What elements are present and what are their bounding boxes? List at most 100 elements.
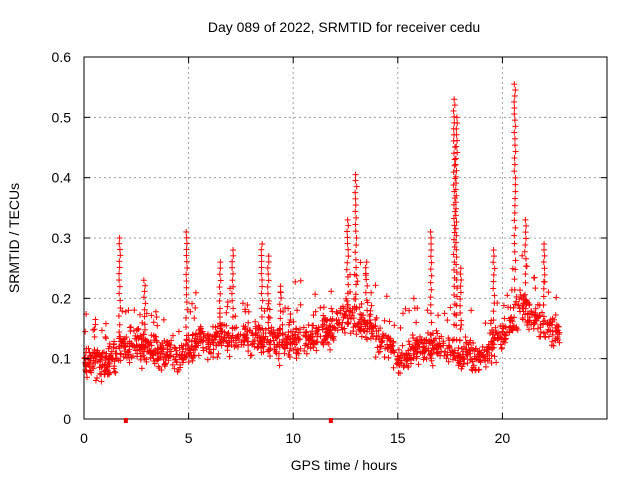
- data-point: [501, 315, 508, 322]
- data-point: [483, 348, 490, 355]
- data-point: [153, 314, 160, 321]
- data-point: [419, 350, 426, 357]
- data-point: [511, 155, 518, 162]
- data-point: [116, 258, 123, 265]
- data-point: [522, 229, 529, 236]
- data-point: [232, 334, 239, 341]
- data-point: [522, 235, 529, 242]
- x-tick-label: 20: [495, 430, 511, 446]
- data-point: [116, 270, 123, 277]
- data-point: [285, 329, 292, 336]
- data-point: [511, 240, 518, 247]
- data-point: [452, 225, 459, 232]
- data-point: [375, 349, 382, 356]
- data-point: [216, 284, 223, 291]
- data-point: [183, 258, 190, 265]
- axis-ticks: 0 0.1 0.2 0.3 0.4 0.5 0.6 0 5 10 15 20: [52, 49, 607, 446]
- data-point: [415, 361, 422, 368]
- data-point: [505, 304, 512, 311]
- data-point: [188, 338, 195, 345]
- data-point: [291, 331, 298, 338]
- data-point: [169, 361, 176, 368]
- data-point: [363, 259, 370, 266]
- data-point: [184, 264, 191, 271]
- data-point: [192, 304, 199, 311]
- data-point: [294, 346, 301, 353]
- data-point: [522, 279, 529, 286]
- data-point: [183, 234, 190, 241]
- data-point: [278, 294, 285, 301]
- data-point: [216, 325, 223, 332]
- data-point: [511, 286, 518, 293]
- data-point: [183, 291, 190, 298]
- data-point: [356, 319, 363, 326]
- data-point: [195, 352, 202, 359]
- data-point: [319, 317, 326, 324]
- data-point: [425, 347, 432, 354]
- data-point: [136, 346, 143, 353]
- data-point: [511, 92, 518, 99]
- data-point: [84, 374, 91, 381]
- data-point: [490, 278, 497, 285]
- data-point: [540, 293, 547, 300]
- data-point: [451, 229, 458, 236]
- data-point: [171, 365, 178, 372]
- data-point: [219, 321, 226, 328]
- data-point: [177, 364, 184, 371]
- data-point: [424, 307, 431, 314]
- data-point: [552, 311, 559, 318]
- data-point: [277, 315, 284, 322]
- data-point: [428, 234, 435, 241]
- data-point: [125, 307, 132, 314]
- data-point: [350, 315, 357, 322]
- data-point: [523, 297, 530, 304]
- data-point: [526, 326, 533, 333]
- data-point: [353, 242, 360, 249]
- data-point: [344, 240, 351, 247]
- data-point: [512, 87, 519, 94]
- data-point: [165, 357, 172, 364]
- data-point: [373, 332, 380, 339]
- data-point: [532, 305, 539, 312]
- data-point: [264, 264, 271, 271]
- data-point: [417, 337, 424, 344]
- data-point: [277, 283, 284, 290]
- data-point: [364, 336, 371, 343]
- data-point: [89, 363, 96, 370]
- data-point: [451, 291, 458, 298]
- data-point: [281, 345, 288, 352]
- data-point: [468, 307, 475, 314]
- data-point: [142, 326, 149, 333]
- data-point: [286, 347, 293, 354]
- data-point: [375, 336, 382, 343]
- data-point: [258, 264, 265, 271]
- data-point: [451, 144, 458, 151]
- data-point: [491, 353, 498, 360]
- data-point: [265, 258, 272, 265]
- data-point: [117, 304, 124, 311]
- data-point: [305, 336, 312, 343]
- data-point: [427, 253, 434, 260]
- data-point: [428, 247, 435, 254]
- data-point: [512, 257, 519, 264]
- data-point: [457, 295, 464, 302]
- data-point: [451, 162, 458, 169]
- data-point: [450, 107, 457, 114]
- data-point: [276, 301, 283, 308]
- data-point: [509, 318, 516, 325]
- data-point: [174, 368, 181, 375]
- data-point: [134, 325, 141, 332]
- data-point: [381, 354, 388, 361]
- data-point: [132, 347, 139, 354]
- data-point: [216, 314, 223, 321]
- data-point: [537, 321, 544, 328]
- data-point: [490, 317, 497, 324]
- data-point: [86, 360, 93, 367]
- data-point: [120, 353, 127, 360]
- data-point: [469, 358, 476, 365]
- data-point: [379, 337, 386, 344]
- data-point: [453, 125, 460, 132]
- data-point: [265, 314, 272, 321]
- data-point: [491, 253, 498, 260]
- data-point: [451, 355, 458, 362]
